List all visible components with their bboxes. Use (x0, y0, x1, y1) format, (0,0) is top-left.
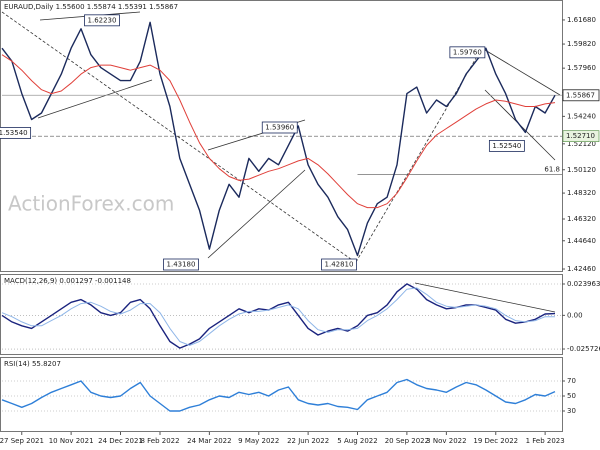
y-tick-label: 1.46320 (567, 215, 596, 223)
annotation-box (321, 258, 357, 271)
y-tick-label: 0.023963 (567, 280, 600, 288)
x-tick-label: 24 Dec 2021 (98, 437, 143, 445)
annotation-label: 1.42810 (325, 261, 354, 269)
annotation-label: 1.59760 (453, 48, 482, 56)
annotation-box (163, 258, 199, 271)
y-tick-label: 1.44640 (567, 237, 596, 245)
annotation-box (488, 139, 525, 152)
y-tick-label: 1.57960 (567, 64, 596, 72)
panel-title: MACD(12,26,9) 0.001297 -0.001148 (4, 277, 131, 285)
panel-title: EURAUD,Daily 1.55600 1.55874 1.55391 1.5… (4, 3, 178, 11)
x-tick-label: 19 Dec 2022 (473, 437, 518, 445)
y-tick-label: 1.52120 (567, 140, 596, 148)
y-tick-label: 1.61680 (567, 16, 596, 24)
last-price-label: 1.55867 (566, 91, 595, 99)
y-tick-label: 70 (567, 377, 576, 385)
x-tick-label: 1 Feb 2023 (526, 437, 565, 445)
y-tick-label: 1.48320 (567, 189, 596, 197)
annotation-box (261, 121, 298, 134)
level-label: 1.52710 (566, 132, 595, 140)
annotation-label: 1.43180 (167, 261, 196, 269)
y-tick-label: 1.59820 (567, 40, 596, 48)
x-tick-label: 9 May 2022 (238, 437, 279, 445)
annotation-label: 1.53540 (0, 129, 28, 137)
watermark: ActionForex.com (8, 192, 174, 216)
y-tick-label: 50 (567, 392, 576, 400)
series-line (1, 21, 556, 257)
level-label: 61.8 (544, 166, 560, 174)
x-tick-label: 20 Sep 2022 (385, 437, 429, 445)
panel-frame (0, 274, 563, 355)
panel-title: RSI(14) 55.8207 (4, 360, 61, 368)
x-tick-label: 27 Sep 2021 (0, 437, 44, 445)
series-line (1, 283, 556, 349)
x-tick-label: 22 Jun 2022 (287, 437, 329, 445)
y-tick-label: -0.025726 (567, 345, 600, 353)
annotation-box (0, 127, 32, 139)
trend-line (484, 49, 561, 96)
trend-line (207, 169, 306, 259)
trend-line (414, 282, 556, 313)
y-tick-label: 1.42460 (567, 265, 596, 273)
y-tick-label: 1.54240 (567, 112, 596, 120)
panel-frame (0, 357, 563, 432)
annotation-label: 1.62230 (88, 16, 117, 24)
y-tick-label: 0.00 (567, 311, 583, 319)
series-line (1, 54, 556, 209)
annotation-label: 1.52540 (492, 142, 521, 150)
annotation-label: 1.53960 (265, 123, 294, 131)
x-tick-label: 8 Feb 2022 (140, 437, 179, 445)
trend-line (1, 11, 356, 263)
trend-line (37, 79, 153, 119)
last-price-tag (562, 89, 600, 102)
x-tick-label: 3 Nov 2022 (426, 437, 466, 445)
series-line (1, 287, 556, 346)
annotation-box (449, 46, 486, 59)
series-line (1, 378, 556, 412)
x-tick-label: 24 Mar 2022 (187, 437, 231, 445)
x-tick-label: 10 Nov 2021 (49, 437, 94, 445)
x-tick-label: 5 Aug 2022 (337, 437, 377, 445)
level-tag (562, 130, 600, 142)
y-tick-label: 1.50120 (567, 166, 596, 174)
y-tick-label: 30 (567, 407, 576, 415)
annotation-box (84, 14, 120, 27)
